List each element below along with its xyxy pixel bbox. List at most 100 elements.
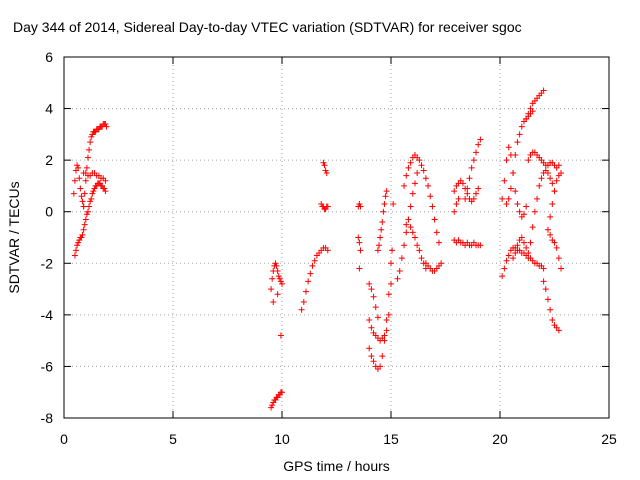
data-point (405, 216, 412, 223)
data-point (518, 234, 525, 241)
data-point (368, 324, 375, 331)
series-sat-e-2 (401, 151, 442, 246)
data-point (103, 123, 110, 130)
data-point (475, 185, 482, 192)
series-sat-d-3 (366, 200, 397, 344)
y-tick-label: -2 (41, 255, 54, 271)
data-point (520, 211, 527, 218)
data-point (383, 317, 390, 324)
data-point (470, 157, 477, 164)
data-point (378, 226, 385, 233)
data-point (370, 358, 377, 365)
data-point (366, 345, 373, 352)
data-point (418, 162, 425, 169)
data-point (505, 195, 512, 202)
series-sat-b-2 (268, 260, 285, 293)
data-point (84, 208, 91, 215)
data-point (374, 247, 381, 254)
data-point (80, 226, 87, 233)
data-point (82, 216, 89, 223)
data-point (356, 265, 363, 272)
data-point (277, 278, 284, 285)
data-point (311, 257, 318, 264)
data-point (549, 200, 556, 207)
data-point (512, 188, 519, 195)
data-point (376, 242, 383, 249)
data-point (464, 185, 471, 192)
data-point (470, 195, 477, 202)
series-sat-d-1 (355, 200, 364, 272)
series-sat-d-5 (366, 280, 381, 321)
data-point (78, 234, 85, 241)
data-point (455, 195, 462, 202)
data-point (84, 154, 91, 161)
data-point (425, 182, 432, 189)
data-point (79, 231, 86, 238)
series-sat-g-7 (540, 278, 562, 334)
series-sat-g-8 (544, 226, 565, 272)
data-point (268, 286, 275, 293)
data-point (512, 249, 519, 256)
y-tick-label: 4 (45, 101, 53, 117)
data-point (514, 139, 521, 146)
data-point (382, 193, 389, 200)
data-point (83, 211, 90, 218)
y-tick-label: -6 (41, 358, 54, 374)
data-point (86, 146, 93, 153)
y-tick-label: 0 (45, 204, 53, 220)
series-sat-g-6 (525, 149, 562, 171)
data-point (475, 141, 482, 148)
data-point (516, 208, 523, 215)
data-point (527, 239, 534, 246)
data-point (366, 317, 373, 324)
data-point (473, 149, 480, 156)
data-point (418, 255, 425, 262)
data-point (381, 200, 388, 207)
data-point (87, 198, 94, 205)
data-point (370, 293, 377, 300)
data-point (555, 162, 562, 169)
data-point (79, 198, 86, 205)
data-point (414, 242, 421, 249)
data-point (551, 188, 558, 195)
data-point (302, 288, 309, 295)
data-point (547, 231, 554, 238)
data-point (547, 306, 554, 313)
data-point (527, 105, 534, 112)
data-point (398, 255, 405, 262)
data-point (514, 200, 521, 207)
data-point (89, 190, 96, 197)
chart-title: Day 344 of 2014, Sidereal Day-to-day VTE… (13, 19, 522, 35)
data-point (477, 242, 484, 249)
data-point (464, 190, 471, 197)
data-point (547, 175, 554, 182)
data-point (298, 306, 305, 313)
data-point (510, 255, 517, 262)
data-point (102, 177, 109, 184)
data-point (270, 298, 277, 305)
data-point (553, 177, 560, 184)
data-point (525, 249, 532, 256)
data-point (516, 131, 523, 138)
data-point (501, 177, 508, 184)
data-point (451, 208, 458, 215)
data-point (540, 87, 547, 94)
series-sat-f-1 (451, 177, 482, 205)
data-point (321, 162, 328, 169)
data-point (433, 229, 440, 236)
series-sat-c-1 (298, 244, 331, 313)
data-point (553, 244, 560, 251)
data-point (540, 265, 547, 272)
data-point (547, 213, 554, 220)
data-point (520, 239, 527, 246)
data-point (323, 170, 330, 177)
data-point (388, 280, 394, 287)
series-sat-b-3 (270, 291, 284, 339)
data-point (503, 257, 510, 264)
data-point (272, 260, 279, 267)
data-point (372, 304, 379, 311)
data-point (411, 180, 418, 187)
series-sat-a-4 (80, 170, 109, 184)
data-point (531, 208, 538, 215)
series-sat-a-3 (80, 121, 110, 210)
